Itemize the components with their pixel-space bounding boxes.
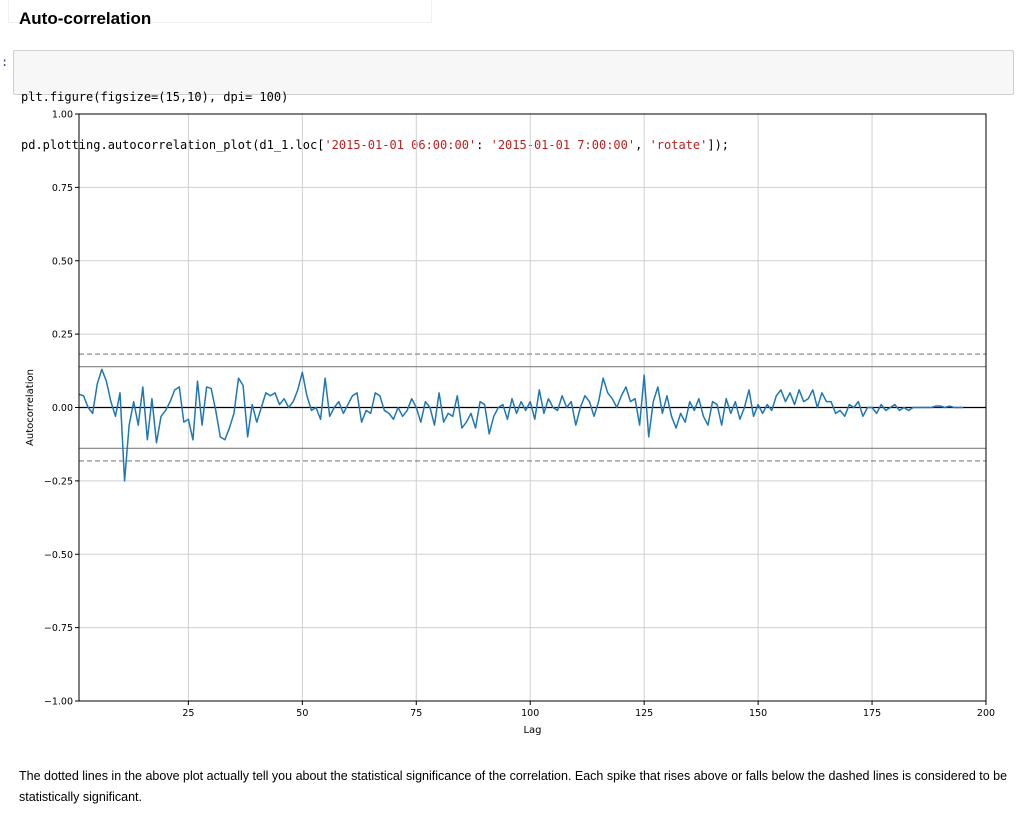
heading-cell-border	[8, 0, 432, 23]
y-tick-label: 0.75	[52, 183, 73, 194]
y-tick-label: 1.00	[52, 110, 73, 121]
y-tick-label: 0.50	[52, 256, 73, 267]
y-tick-label: 0.00	[52, 403, 73, 414]
x-tick-label: 200	[977, 708, 995, 719]
code-line-2: pd.plotting.autocorrelation_plot(d1_1.lo…	[21, 137, 1013, 153]
x-tick-label: 125	[635, 708, 653, 719]
code-token: pd.plotting.autocorrelation_plot(d1_1.lo…	[21, 138, 325, 152]
y-tick-label: −0.75	[44, 623, 73, 634]
y-tick-label: −1.00	[44, 697, 73, 708]
x-tick-label: 175	[863, 708, 881, 719]
code-token: 'rotate'	[649, 138, 708, 152]
y-axis-label: Autocorrelation	[25, 369, 36, 446]
code-cell[interactable]: plt.figure(figsize=(15,10), dpi= 100) pd…	[13, 50, 1014, 152]
code-token: plt.figure(figsize=(15,10), dpi= 100)	[21, 90, 289, 104]
x-axis-label: Lag	[523, 725, 541, 736]
y-tick-label: 0.25	[52, 330, 73, 341]
code-line-1: plt.figure(figsize=(15,10), dpi= 100)	[21, 89, 1013, 105]
x-tick-label: 150	[749, 708, 767, 719]
y-tick-label: −0.25	[44, 476, 73, 487]
section-heading: Auto-correlation	[19, 9, 152, 28]
cell-prompt: :	[1, 55, 9, 69]
x-tick-label: 50	[296, 708, 308, 719]
x-tick-label: 100	[521, 708, 539, 719]
x-tick-label: 75	[410, 708, 422, 719]
x-tick-label: 25	[182, 708, 194, 719]
code-token: :	[476, 138, 491, 152]
series	[78, 368, 964, 482]
code-token: ]);	[707, 138, 730, 152]
y-ticks: 1.00 0.75 0.50 0.25 0.00 −0.25 −0.50 −0.75 −1.00	[44, 110, 79, 708]
explanation-text: The dotted lines in the above plot actua…	[19, 769, 1008, 804]
code-token: '2015-01-01 06:00:00'	[324, 138, 477, 152]
x-ticks: 25 50 75 100 125 150 175 200	[182, 701, 995, 719]
code-token: ,	[635, 138, 650, 152]
autocorrelation-plot: 25 50 75 100 125 150 175 200 1.00 0.75 0.50 0.25 0.…	[25, 110, 995, 737]
confidence-bands	[79, 353, 986, 462]
y-tick-label: −0.50	[44, 550, 73, 561]
autocorrelation-line	[78, 368, 964, 482]
